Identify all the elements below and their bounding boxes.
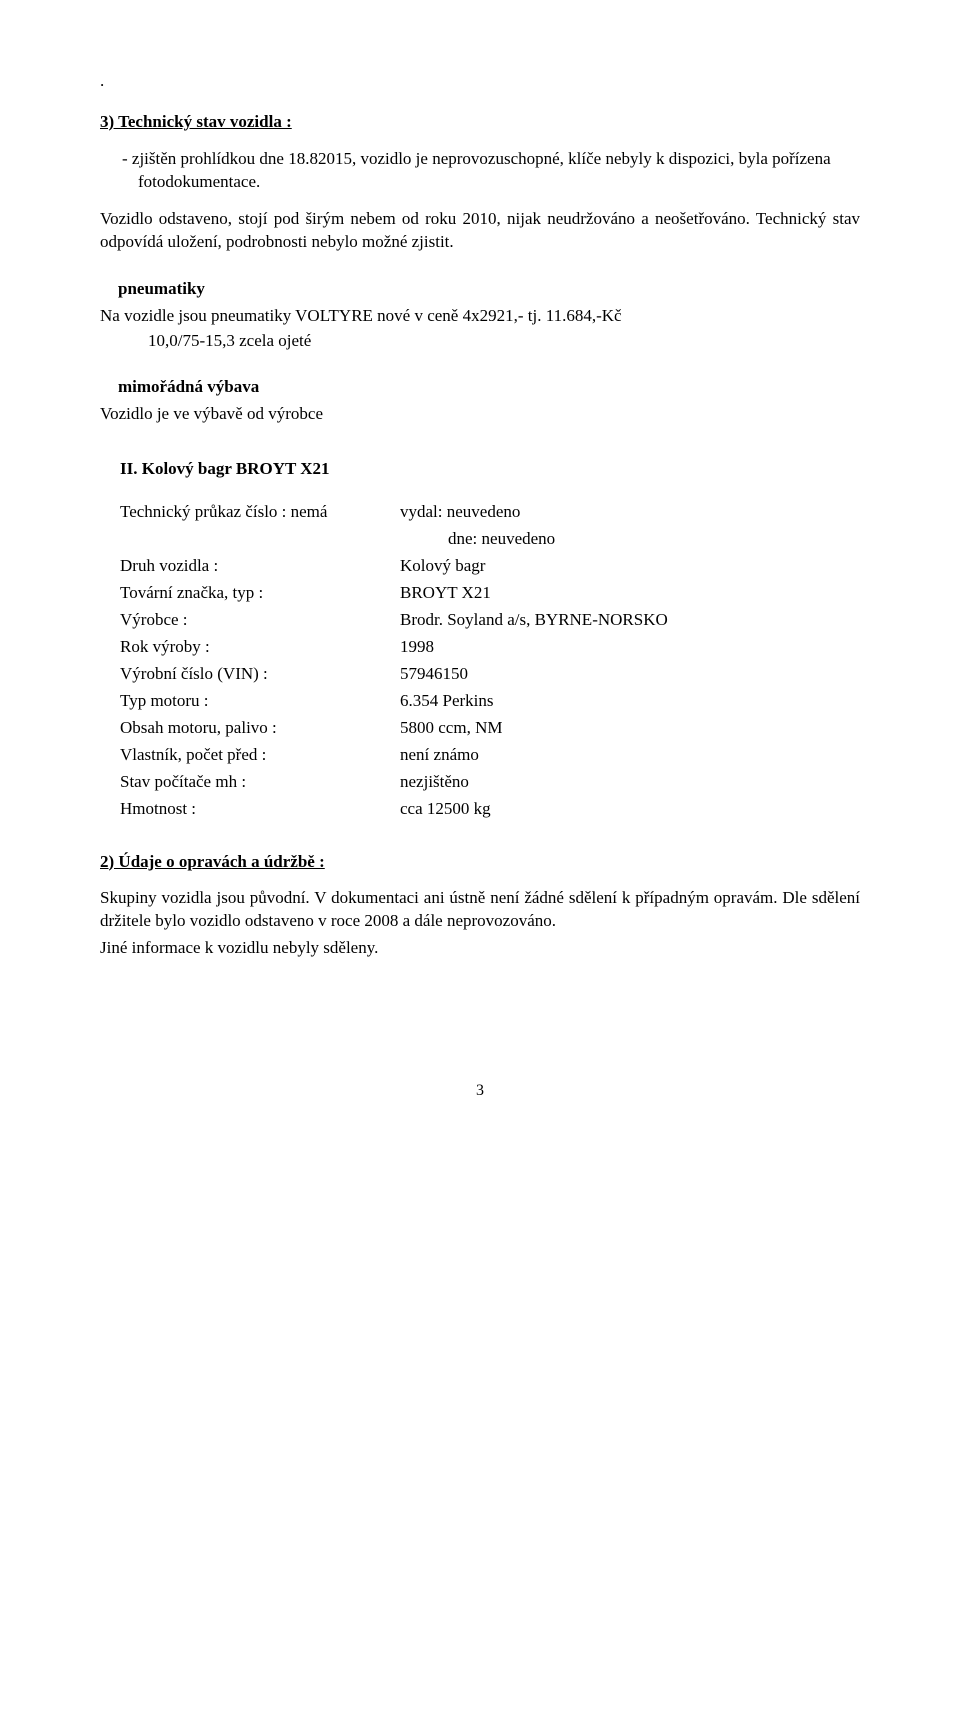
spec-value: není známo (400, 742, 668, 769)
spec-row: Druh vozidla : Kolový bagr (120, 553, 668, 580)
spec-value: BROYT X21 (400, 580, 668, 607)
mimoradna-line: Vozidlo je ve výbavě od výrobce (100, 403, 860, 426)
section-2-para-1: Skupiny vozidla jsou původní. V dokument… (100, 887, 860, 933)
stray-period: . (100, 70, 860, 93)
section-3-paragraph: Vozidlo odstaveno, stojí pod širým nebem… (100, 208, 860, 254)
spec-row: Typ motoru : 6.354 Perkins (120, 688, 668, 715)
section-2-heading: 2) Údaje o opravách a údržbě : (100, 851, 860, 874)
section-3-line-1: - zjištěn prohlídkou dne 18.82015, vozid… (100, 148, 860, 194)
spec-value: 1998 (400, 634, 668, 661)
pneumatiky-line-1: Na vozidle jsou pneumatiky VOLTYRE nové … (100, 305, 860, 328)
spec-label: Výrobní číslo (VIN) : (120, 661, 400, 688)
spec-row: Výrobce : Brodr. Soyland a/s, BYRNE-NORS… (120, 607, 668, 634)
tp-label: Technický průkaz číslo : nemá (120, 499, 400, 526)
spec-row: Tovární značka, typ : BROYT X21 (120, 580, 668, 607)
spec-label: Výrobce : (120, 607, 400, 634)
section-2-para-2: Jiné informace k vozidlu nebyly sděleny. (100, 937, 860, 960)
spec-row: Hmotnost : cca 12500 kg (120, 796, 668, 823)
spec-label: Typ motoru : (120, 688, 400, 715)
spec-row-tp: Technický průkaz číslo : nemá vydal: neu… (120, 499, 668, 526)
spec-value: 57946150 (400, 661, 668, 688)
spec-label: Obsah motoru, palivo : (120, 715, 400, 742)
spec-row: Vlastník, počet před : není známo (120, 742, 668, 769)
spec-label: Druh vozidla : (120, 553, 400, 580)
pneumatiky-line-2: 10,0/75-15,3 zcela ojeté (100, 330, 860, 353)
spec-row-dne: dne: neuvedeno (120, 526, 668, 553)
spec-label: Tovární značka, typ : (120, 580, 400, 607)
spec-row: Obsah motoru, palivo : 5800 ccm, NM (120, 715, 668, 742)
section-3-heading: 3) Technický stav vozidla : (100, 111, 860, 134)
roman-ii-heading: II. Kolový bagr BROYT X21 (100, 458, 860, 481)
spec-label: Stav počítače mh : (120, 769, 400, 796)
spec-table: Technický průkaz číslo : nemá vydal: neu… (120, 499, 668, 822)
spec-label: Vlastník, počet před : (120, 742, 400, 769)
spec-row: Rok výroby : 1998 (120, 634, 668, 661)
page-number: 3 (100, 1080, 860, 1102)
tp-vydal: vydal: neuvedeno (400, 499, 668, 526)
spec-value: cca 12500 kg (400, 796, 668, 823)
spec-value: Kolový bagr (400, 553, 668, 580)
spec-row: Výrobní číslo (VIN) : 57946150 (120, 661, 668, 688)
spec-value: 5800 ccm, NM (400, 715, 668, 742)
pneumatiky-heading: pneumatiky (100, 278, 860, 301)
spec-row: Stav počítače mh : nezjištěno (120, 769, 668, 796)
spec-value: Brodr. Soyland a/s, BYRNE-NORSKO (400, 607, 668, 634)
spec-label: Hmotnost : (120, 796, 400, 823)
tp-dne: dne: neuvedeno (400, 526, 668, 553)
mimoradna-heading: mimořádná výbava (100, 376, 860, 399)
spec-value: 6.354 Perkins (400, 688, 668, 715)
spec-value: nezjištěno (400, 769, 668, 796)
spec-label: Rok výroby : (120, 634, 400, 661)
